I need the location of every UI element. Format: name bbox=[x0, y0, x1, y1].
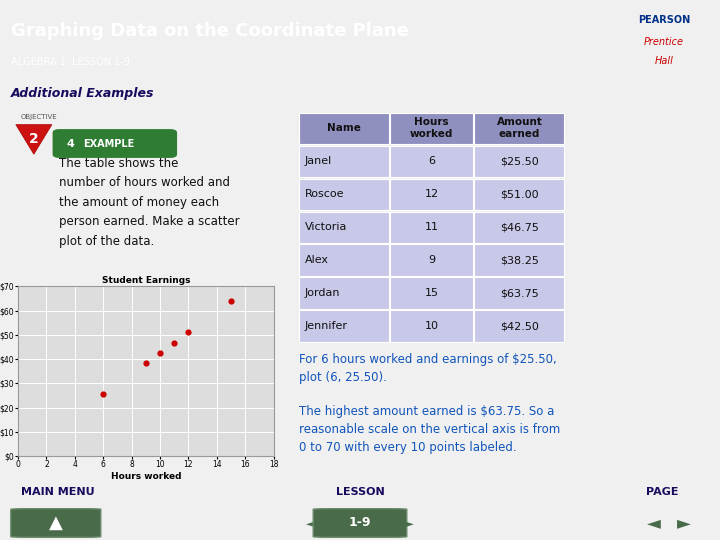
FancyBboxPatch shape bbox=[299, 179, 389, 210]
FancyBboxPatch shape bbox=[474, 146, 564, 177]
Text: OBJECTIVE: OBJECTIVE bbox=[20, 113, 57, 119]
FancyBboxPatch shape bbox=[299, 278, 389, 309]
FancyBboxPatch shape bbox=[390, 212, 473, 243]
Text: EXAMPLE: EXAMPLE bbox=[83, 139, 134, 148]
Text: $42.50: $42.50 bbox=[500, 321, 539, 331]
FancyBboxPatch shape bbox=[313, 509, 407, 537]
FancyBboxPatch shape bbox=[53, 130, 176, 157]
Text: $46.75: $46.75 bbox=[500, 222, 539, 232]
Text: Hall: Hall bbox=[654, 56, 674, 66]
Text: Hours
worked: Hours worked bbox=[410, 117, 454, 139]
FancyBboxPatch shape bbox=[299, 113, 389, 144]
Text: Jordan: Jordan bbox=[305, 288, 340, 298]
Text: 11: 11 bbox=[425, 222, 438, 232]
FancyBboxPatch shape bbox=[390, 245, 473, 276]
FancyBboxPatch shape bbox=[474, 212, 564, 243]
Point bbox=[183, 328, 194, 337]
Point bbox=[225, 297, 237, 306]
Point bbox=[168, 339, 180, 347]
FancyBboxPatch shape bbox=[474, 179, 564, 210]
Text: 12: 12 bbox=[425, 190, 438, 199]
Text: The highest amount earned is $63.75. So a
reasonable scale on the vertical axis : The highest amount earned is $63.75. So … bbox=[299, 404, 560, 454]
FancyBboxPatch shape bbox=[474, 278, 564, 309]
Text: $25.50: $25.50 bbox=[500, 157, 539, 166]
Text: Roscoe: Roscoe bbox=[305, 190, 344, 199]
Text: ◄: ◄ bbox=[647, 514, 661, 532]
Point bbox=[154, 349, 166, 357]
Text: $51.00: $51.00 bbox=[500, 190, 539, 199]
FancyBboxPatch shape bbox=[390, 113, 473, 144]
Text: ALGEBRA 1  LESSON 1-9: ALGEBRA 1 LESSON 1-9 bbox=[11, 57, 130, 67]
Text: $38.25: $38.25 bbox=[500, 255, 539, 265]
Text: 15: 15 bbox=[425, 288, 438, 298]
Text: Graphing Data on the Coordinate Plane: Graphing Data on the Coordinate Plane bbox=[11, 22, 409, 40]
Text: Janel: Janel bbox=[305, 157, 332, 166]
Text: Victoria: Victoria bbox=[305, 222, 347, 232]
Text: Prentice: Prentice bbox=[644, 37, 684, 46]
Text: Additional Examples: Additional Examples bbox=[11, 87, 154, 100]
FancyBboxPatch shape bbox=[299, 245, 389, 276]
Text: ▲: ▲ bbox=[49, 514, 63, 532]
Text: LESSON: LESSON bbox=[336, 487, 384, 497]
FancyBboxPatch shape bbox=[390, 179, 473, 210]
FancyBboxPatch shape bbox=[299, 146, 389, 177]
Text: Jennifer: Jennifer bbox=[305, 321, 348, 331]
FancyBboxPatch shape bbox=[474, 113, 564, 144]
Text: For 6 hours worked and earnings of $25.50,
plot (6, 25.50).: For 6 hours worked and earnings of $25.5… bbox=[299, 353, 557, 384]
Text: ◄: ◄ bbox=[306, 514, 320, 532]
FancyBboxPatch shape bbox=[390, 146, 473, 177]
Text: PAGE: PAGE bbox=[646, 487, 679, 497]
Polygon shape bbox=[16, 125, 52, 154]
Text: 6: 6 bbox=[428, 157, 435, 166]
Title: Student Earnings: Student Earnings bbox=[102, 276, 190, 286]
FancyBboxPatch shape bbox=[474, 245, 564, 276]
Text: ►: ► bbox=[400, 514, 414, 532]
Text: $63.75: $63.75 bbox=[500, 288, 539, 298]
Text: Alex: Alex bbox=[305, 255, 328, 265]
Text: 9: 9 bbox=[428, 255, 435, 265]
Point bbox=[140, 359, 152, 368]
Text: 10: 10 bbox=[425, 321, 438, 331]
X-axis label: Hours worked: Hours worked bbox=[111, 472, 181, 481]
Text: 4: 4 bbox=[67, 139, 75, 148]
FancyBboxPatch shape bbox=[474, 310, 564, 342]
Point bbox=[97, 390, 109, 399]
FancyBboxPatch shape bbox=[299, 310, 389, 342]
FancyBboxPatch shape bbox=[390, 310, 473, 342]
Text: 2: 2 bbox=[29, 132, 39, 146]
FancyBboxPatch shape bbox=[299, 212, 389, 243]
FancyBboxPatch shape bbox=[11, 509, 101, 537]
Text: MAIN MENU: MAIN MENU bbox=[21, 487, 94, 497]
Text: ►: ► bbox=[677, 514, 691, 532]
Text: The table shows the
number of hours worked and
the amount of money each
person e: The table shows the number of hours work… bbox=[59, 157, 240, 248]
Text: PEARSON: PEARSON bbox=[638, 15, 690, 25]
Text: Name: Name bbox=[327, 123, 361, 133]
FancyBboxPatch shape bbox=[390, 278, 473, 309]
Text: 1-9: 1-9 bbox=[348, 516, 372, 530]
Text: Amount
earned: Amount earned bbox=[497, 117, 542, 139]
